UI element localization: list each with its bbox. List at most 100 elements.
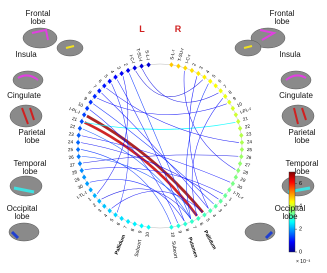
node-label: 7	[192, 225, 198, 230]
lobe-label: Insula	[279, 50, 301, 59]
node	[81, 112, 87, 118]
node	[92, 193, 97, 199]
brain-region	[13, 186, 35, 194]
node-label: 23	[246, 131, 252, 137]
subcortical-label: Subcort	[170, 241, 178, 260]
node	[237, 125, 243, 131]
brain-icon	[22, 27, 58, 49]
edge	[101, 188, 191, 219]
node-label: 4	[205, 69, 211, 74]
node-label: 7	[223, 83, 229, 89]
node-label: 10	[170, 232, 176, 238]
node-label: 28	[71, 169, 78, 175]
colorbar-tick-label: 4	[299, 204, 302, 210]
node	[88, 187, 93, 193]
node-label: 30	[236, 183, 243, 190]
node	[196, 215, 201, 222]
node-label: 9	[232, 96, 237, 102]
brain-region	[17, 74, 39, 81]
node	[237, 161, 243, 167]
node-label: I-TL-r	[232, 190, 245, 200]
node	[239, 139, 245, 146]
node	[97, 198, 102, 204]
node-label: T-SU-r	[177, 47, 185, 62]
colorbar-tick-label: 0	[299, 249, 302, 255]
node-label: 10	[144, 231, 150, 237]
node	[113, 212, 118, 218]
subcortical-label: Pallidum	[202, 230, 217, 252]
lobe-label: Cingulate	[7, 91, 41, 100]
node-label: 25	[68, 147, 74, 152]
edge	[189, 76, 209, 209]
node-label: 9	[83, 96, 88, 102]
brain-region	[293, 107, 307, 125]
lobe-label: Parietal lobe	[288, 128, 316, 145]
node	[239, 154, 244, 160]
node-label: 1	[87, 196, 92, 202]
lobe-label: Occipital lobe	[274, 204, 306, 221]
lobe-label: Cingulate	[279, 91, 313, 100]
node-label: 1	[228, 196, 233, 202]
edge	[183, 70, 236, 170]
brain-region	[259, 29, 277, 41]
node-label: 6	[199, 222, 205, 227]
brain-icon	[281, 175, 315, 197]
node	[208, 78, 213, 84]
edge	[81, 149, 172, 225]
node	[183, 221, 188, 227]
node	[239, 146, 245, 153]
edge	[185, 83, 209, 219]
edges	[81, 68, 239, 225]
node	[218, 88, 223, 94]
node-label: 6	[217, 78, 223, 84]
lobe-label: Occipital lobe	[6, 204, 38, 221]
edge	[93, 103, 214, 205]
node	[236, 118, 241, 125]
node	[169, 224, 174, 230]
node-label: 24	[247, 139, 253, 144]
node	[88, 99, 93, 105]
node	[233, 174, 239, 180]
hemisphere-label: R	[175, 24, 182, 34]
brain-icon	[12, 70, 44, 90]
node-label: 7	[123, 225, 129, 230]
node-label: 3	[217, 208, 223, 214]
node-label: 4	[103, 213, 109, 218]
node-label: 8	[130, 227, 136, 231]
node	[119, 70, 124, 77]
brain-region	[21, 107, 35, 125]
node	[176, 63, 181, 69]
node	[84, 105, 90, 111]
brain-icons	[8, 27, 315, 242]
edge	[135, 70, 204, 97]
node	[223, 193, 228, 199]
node-label: 29	[240, 177, 247, 184]
node	[107, 78, 112, 84]
node-label: 23	[68, 131, 74, 137]
node	[230, 181, 236, 187]
node	[84, 181, 90, 187]
colorbar-scale: × 10⁻³	[296, 259, 311, 265]
node	[208, 208, 213, 214]
node	[76, 154, 81, 160]
node-label: 22	[70, 123, 77, 129]
edge	[89, 179, 185, 222]
node-label: 22	[244, 123, 251, 129]
brain-region	[31, 28, 49, 41]
node-label: 5	[211, 73, 217, 78]
edge	[82, 154, 239, 164]
node	[132, 65, 137, 71]
colorbar	[288, 171, 296, 253]
node-label: 2	[123, 62, 129, 67]
node	[236, 167, 241, 174]
node-label: I-C-r	[184, 53, 192, 64]
node	[146, 224, 151, 230]
node	[233, 112, 239, 118]
node	[139, 223, 144, 229]
node	[113, 74, 118, 80]
node	[79, 118, 84, 125]
brain-icon	[250, 27, 286, 49]
brain-region	[285, 74, 307, 81]
node-label: I-PL-r	[239, 106, 252, 115]
